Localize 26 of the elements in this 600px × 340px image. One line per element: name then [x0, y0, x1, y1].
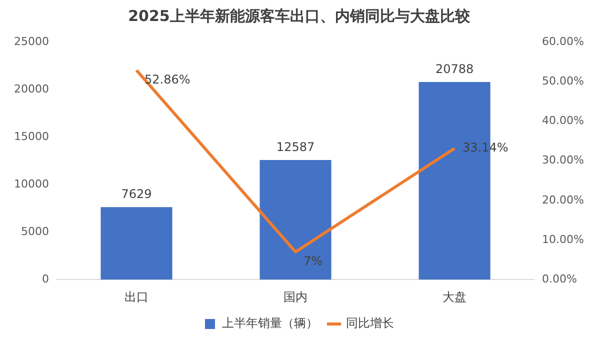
y-tick-label: 5000	[20, 224, 49, 238]
data-label: 20788	[435, 62, 474, 76]
y2-tick-label: 30.00%	[542, 154, 584, 167]
chart-title: 2025上半年新能源客车出口、内销同比与大盘比较	[128, 6, 471, 25]
data-label: 7629	[121, 187, 152, 202]
data-label: 52.86%	[144, 72, 190, 86]
y-tick-label: 20000	[14, 82, 49, 96]
bar	[260, 160, 332, 280]
y-tick-label: 15000	[14, 130, 49, 143]
legend-label: 上半年销量（辆）	[222, 316, 318, 330]
y2-tick-label: 40.00%	[542, 114, 584, 128]
y2-tick-label: 20.00%	[542, 193, 584, 206]
x-tick-label: 大盘	[442, 290, 467, 304]
bar	[100, 207, 172, 280]
x-tick-label: 出口	[124, 290, 149, 304]
y-tick-label: 0	[42, 272, 49, 286]
y-tick-label: 10000	[14, 177, 49, 190]
y2-tick-label: 0.00%	[542, 272, 578, 286]
y2-tick-label: 50.00%	[542, 74, 584, 88]
data-label: 7%	[304, 254, 323, 268]
y-tick-label: 25000	[14, 34, 49, 48]
x-tick-label: 国内	[284, 290, 308, 304]
y2-tick-label: 10.00%	[542, 232, 584, 246]
data-label: 12587	[276, 140, 315, 154]
y2-tick-label: 60.00%	[542, 34, 584, 48]
legend-label: 同比增长	[346, 316, 394, 330]
